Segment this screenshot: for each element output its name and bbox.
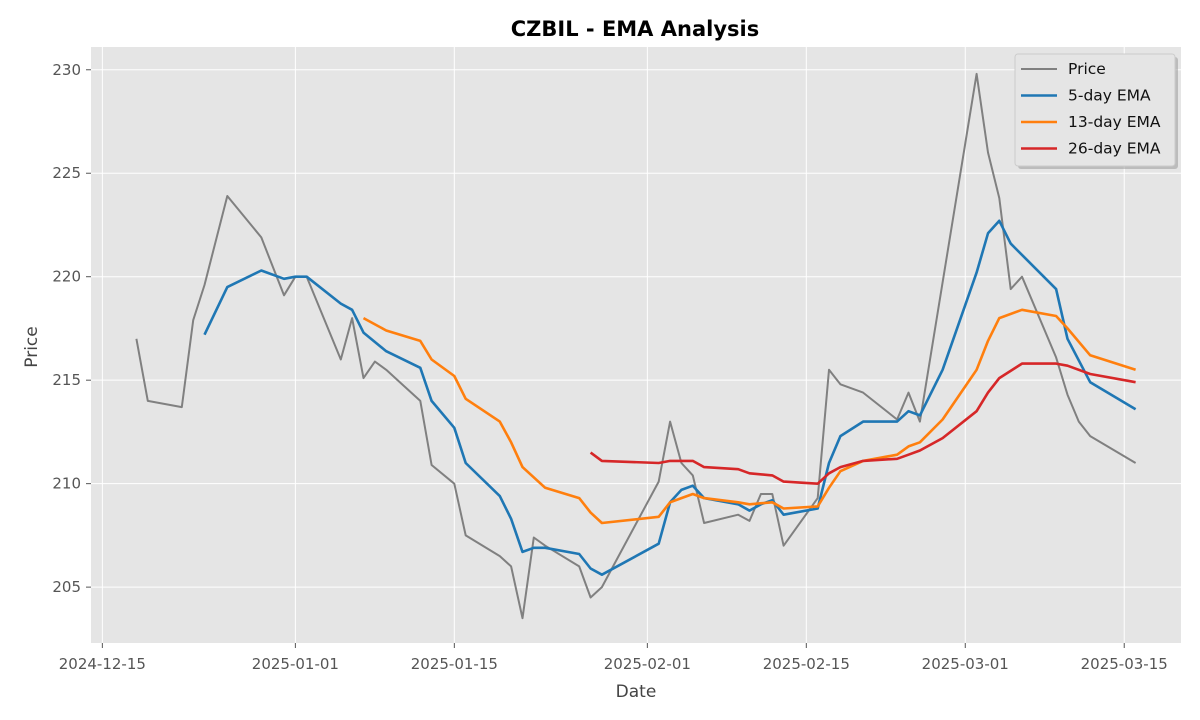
y-axis-ticks: 205 210 215 220 225 230 (52, 61, 91, 596)
y-tick-label: 210 (52, 475, 81, 493)
y-tick-label: 215 (52, 371, 81, 389)
legend-box (1014, 53, 1176, 167)
legend-label-5-day-ema: 5-day EMA (1068, 87, 1151, 105)
plot-area (91, 47, 1181, 643)
series-line-13-day-ema (362, 308, 1136, 525)
chart-title: CZBIL - EMA Analysis (511, 17, 759, 41)
legend-label-13-day-ema: 13-day EMA (1068, 113, 1161, 131)
legend-label-price: Price (1068, 60, 1106, 78)
x-tick-label: 2025-02-01 (604, 655, 691, 673)
y-tick-label: 205 (52, 578, 81, 596)
x-tick-label: 2025-01-15 (411, 655, 498, 673)
x-tick-label: 2024-12-15 (59, 655, 146, 673)
y-axis-label: Price (22, 326, 42, 367)
y-tick-label: 225 (52, 164, 81, 182)
series-lines (135, 72, 1137, 620)
series-line-26-day-ema (589, 362, 1136, 486)
x-tick-label: 2025-02-15 (763, 655, 850, 673)
x-axis-label: Date (616, 682, 657, 702)
series-line-5-day-ema (203, 219, 1137, 577)
y-tick-label: 220 (52, 268, 81, 286)
x-tick-label: 2025-01-01 (252, 655, 339, 673)
legend: Price 5-day EMA 13-day EMA 26-day EMA (1014, 53, 1178, 169)
x-tick-label: 2025-03-01 (922, 655, 1009, 673)
legend-label-26-day-ema: 26-day EMA (1068, 140, 1161, 158)
x-axis-ticks: 2024-12-15 2025-01-01 2025-01-15 2025-02-01… (59, 643, 1168, 673)
x-tick-label: 2025-03-15 (1081, 655, 1168, 673)
y-tick-label: 230 (52, 61, 81, 79)
